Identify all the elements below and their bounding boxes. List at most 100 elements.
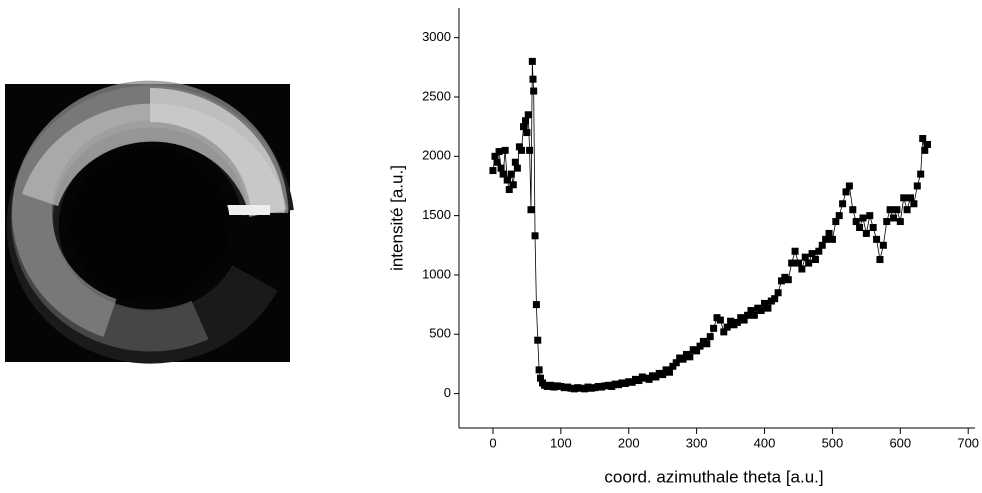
marker [788,259,796,267]
marker [764,304,772,312]
marker [828,235,836,243]
marker [489,167,497,175]
marker [520,123,527,131]
marker [534,336,542,344]
marker [794,259,802,267]
marker [801,253,809,261]
marker [679,355,687,363]
marker [903,206,911,214]
marker [832,218,840,226]
marker [665,368,673,376]
marker [791,247,799,255]
y-tick-label: 2500 [422,88,451,103]
marker [703,340,711,348]
marker [859,214,867,222]
marker [805,259,813,267]
marker [873,235,881,243]
marker [784,276,792,284]
marker [879,241,887,249]
marker [733,318,741,326]
marker [818,241,826,249]
marker [507,170,515,178]
marker [900,194,908,202]
marker [530,87,538,95]
marker [531,232,539,240]
marker [693,347,701,355]
y-tick-label: 500 [429,326,451,341]
marker [910,200,918,208]
marker [511,158,519,166]
y-tick-label: 2000 [422,148,451,163]
x-tick-label: 500 [822,435,844,450]
x-tick-label: 300 [686,435,708,450]
marker [923,140,931,148]
marker [919,135,927,143]
x-tick-label: 100 [550,435,572,450]
marker [536,374,544,382]
marker [849,206,857,214]
marker [921,146,929,154]
marker [645,375,653,383]
marker [526,146,534,154]
marker [652,373,660,381]
y-tick-label: 3000 [422,29,451,44]
x-axis-title: coord. azimuthale theta [a.u.] [604,467,823,486]
marker [856,223,864,231]
y-axis-title: intensité [a.u.] [387,165,406,271]
marker [835,212,843,220]
marker [852,218,860,226]
marker [509,181,517,189]
marker [528,57,536,65]
marker [896,218,904,226]
marker [686,353,694,361]
marker [757,307,765,315]
marker [869,223,877,231]
marker [672,359,680,367]
marker [532,301,540,309]
marker [499,170,507,178]
marker [798,265,806,273]
marker [740,316,748,324]
marker [890,214,898,222]
marker [774,289,782,297]
marker [515,143,523,151]
marker [716,316,724,324]
marker [535,366,543,374]
marker [517,146,525,154]
marker [505,186,513,194]
y-tick-label: 0 [444,385,451,400]
y-tick-label: 1000 [422,266,451,281]
marker [635,377,643,385]
marker [866,212,874,220]
marker [808,250,816,258]
marker [523,129,531,137]
x-tick-label: 400 [754,435,776,450]
marker [727,317,735,325]
marker [886,206,894,214]
marker [497,164,505,172]
marker [710,324,718,332]
ring-image [5,80,294,364]
marker [862,229,870,237]
marker [750,311,758,319]
marker [501,146,509,154]
x-tick-label: 0 [489,435,496,450]
marker [883,218,891,226]
marker [527,206,535,214]
marker [493,158,501,166]
marker [815,247,823,255]
marker [778,277,785,285]
marker [720,328,728,336]
marker [893,206,901,214]
marker [839,200,847,208]
marker [811,256,819,264]
marker [744,311,752,319]
marker [771,295,779,303]
marker [503,176,511,184]
marker [529,75,537,83]
marker [522,117,530,125]
marker [845,182,853,190]
marker [659,371,667,379]
marker [913,182,921,190]
